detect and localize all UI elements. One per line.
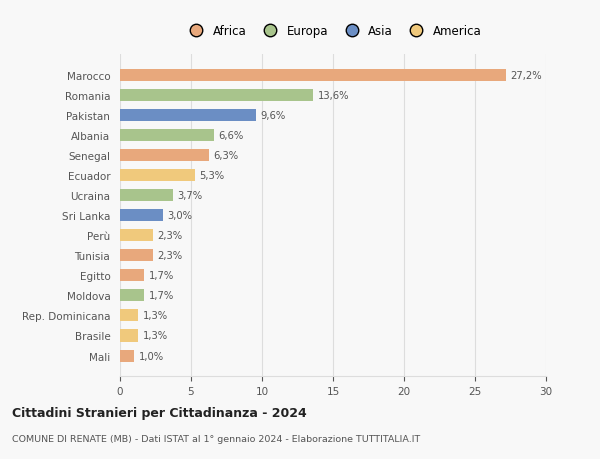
- Text: 1,3%: 1,3%: [143, 311, 168, 321]
- Bar: [120, 350, 134, 362]
- Text: 2,3%: 2,3%: [157, 251, 182, 261]
- Bar: [120, 150, 209, 162]
- Bar: [120, 290, 144, 302]
- Text: 6,3%: 6,3%: [214, 151, 239, 161]
- Bar: [120, 330, 139, 342]
- Bar: [120, 250, 152, 262]
- Text: 6,6%: 6,6%: [218, 131, 243, 141]
- Text: 3,7%: 3,7%: [177, 191, 202, 201]
- Text: 2,3%: 2,3%: [157, 231, 182, 241]
- Text: 1,3%: 1,3%: [143, 331, 168, 341]
- Bar: [120, 130, 214, 142]
- Text: 1,0%: 1,0%: [139, 351, 164, 361]
- Text: Cittadini Stranieri per Cittadinanza - 2024: Cittadini Stranieri per Cittadinanza - 2…: [12, 406, 307, 419]
- Bar: [120, 230, 152, 242]
- Text: 9,6%: 9,6%: [260, 111, 286, 121]
- Bar: [120, 310, 139, 322]
- Bar: [120, 210, 163, 222]
- Bar: [120, 90, 313, 102]
- Text: 5,3%: 5,3%: [200, 171, 224, 181]
- Text: 13,6%: 13,6%: [317, 91, 349, 101]
- Text: 3,0%: 3,0%: [167, 211, 192, 221]
- Text: 1,7%: 1,7%: [148, 271, 173, 281]
- Bar: [120, 170, 195, 182]
- Bar: [120, 270, 144, 282]
- Bar: [120, 70, 506, 82]
- Bar: [120, 190, 173, 202]
- Bar: [120, 110, 256, 122]
- Text: 1,7%: 1,7%: [148, 291, 173, 301]
- Text: COMUNE DI RENATE (MB) - Dati ISTAT al 1° gennaio 2024 - Elaborazione TUTTITALIA.: COMUNE DI RENATE (MB) - Dati ISTAT al 1°…: [12, 434, 420, 443]
- Text: 27,2%: 27,2%: [511, 71, 542, 81]
- Legend: Africa, Europa, Asia, America: Africa, Europa, Asia, America: [182, 22, 484, 40]
